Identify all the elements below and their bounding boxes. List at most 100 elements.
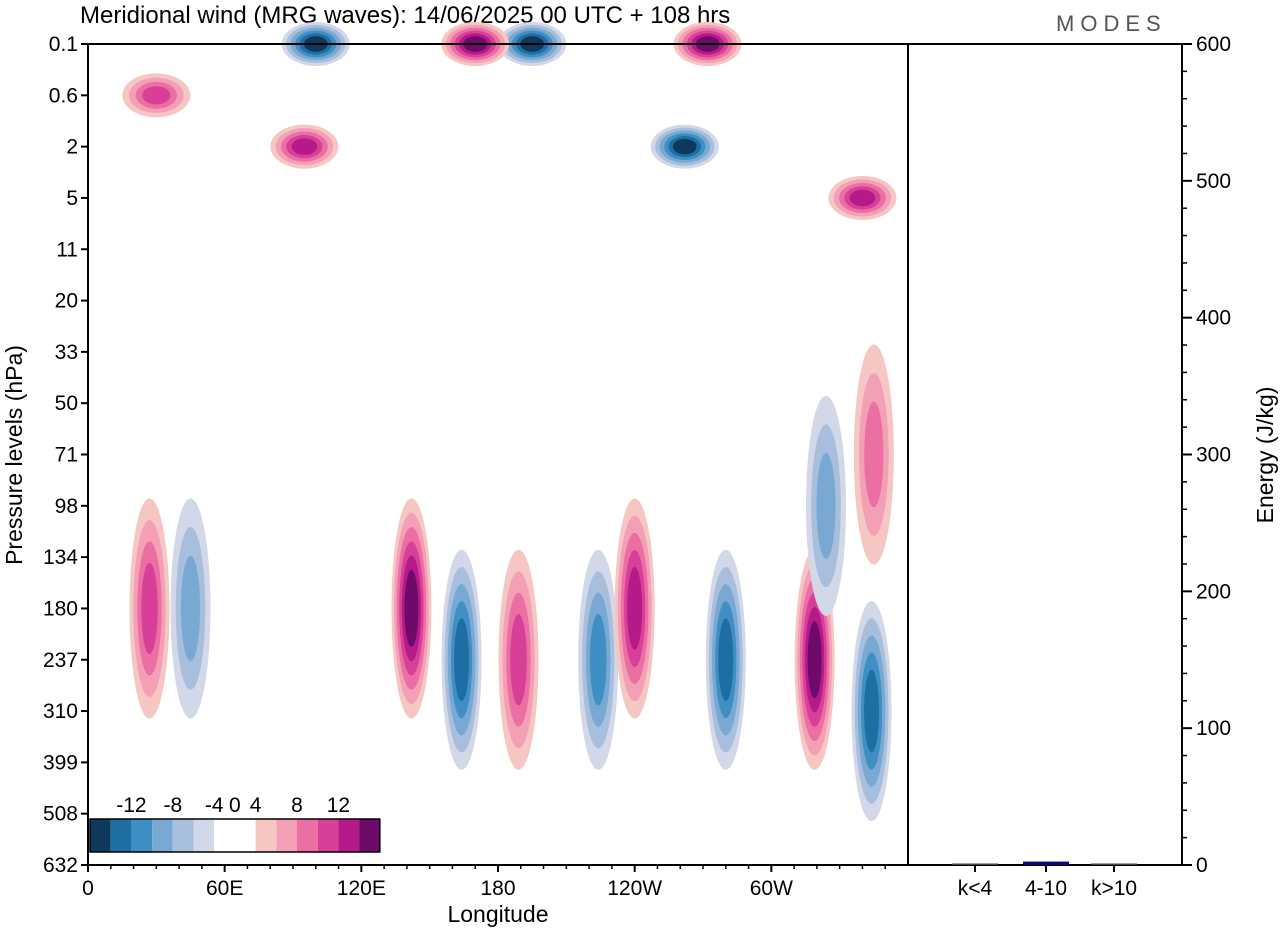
energy-tick-label: 600: [1196, 33, 1231, 56]
colorbar-swatch: [152, 819, 173, 852]
colorbar-swatch: [214, 819, 235, 852]
colorbar-label: 12: [327, 794, 350, 817]
category-label: k<4: [958, 877, 993, 900]
energy-tick-label: 100: [1196, 717, 1231, 740]
wind-feature: [650, 124, 719, 169]
colorbar: -12 -8 -4 0 4 8 12: [89, 794, 381, 853]
colorbar-swatch: [338, 819, 360, 852]
colorbar-swatch: [297, 819, 318, 852]
energy-tick-label: 500: [1196, 170, 1231, 193]
colorbar-swatch: [110, 819, 132, 852]
colorbar-swatch: [172, 819, 194, 852]
category-label: 4-10: [1025, 877, 1067, 900]
pressure-tick-label: 50: [55, 392, 78, 415]
heatmap-panel: 0.1 0.6 2 5 11 20 33 50 71 98 134 180 237 310 399 508 63…: [1, 22, 908, 927]
pressure-tick-label: 632: [43, 854, 78, 877]
pressure-tick-labels: 0.1 0.6 2 5 11 20 33 50 71 98 134 180 237 310 399 508 63…: [43, 33, 88, 877]
chart-title: Meridional wind (MRG waves): 14/06/2025 …: [80, 2, 730, 29]
colorbar-swatch: [255, 819, 277, 852]
wind-field: [122, 22, 897, 822]
colorbar-swatch: [234, 819, 256, 852]
energy-bar: [1023, 861, 1069, 865]
wind-feature: [170, 498, 211, 719]
pressure-tick-label: 33: [55, 341, 78, 364]
category-label: k>10: [1091, 877, 1137, 900]
wind-feature: [828, 175, 897, 220]
wind-contour: [849, 189, 876, 207]
wind-contour: [142, 86, 171, 105]
colorbar-label: -8: [163, 794, 182, 817]
colorbar-label: -4: [205, 794, 224, 817]
colorbar-swatch: [359, 819, 380, 852]
longitude-tick-label: 0: [82, 877, 94, 900]
energy-bar: [952, 863, 998, 865]
pressure-tick-label: 71: [55, 444, 78, 467]
wind-contour: [864, 401, 884, 508]
longitude-tick-label: 120E: [337, 877, 386, 900]
energy-frame: [907, 43, 1183, 866]
wind-contour: [589, 614, 607, 706]
pressure-tick-label: 0.1: [49, 33, 78, 56]
energy-axis-label: Energy (J/kg): [1252, 387, 1278, 524]
wind-feature: [614, 498, 655, 719]
x-axis-label: Longitude: [447, 901, 548, 927]
wind-contour: [141, 562, 158, 655]
colorbar-label: 0: [229, 794, 241, 817]
pressure-tick-label: 237: [43, 649, 78, 672]
wavenumber-labels: k<4 4-10 k>10: [958, 865, 1137, 900]
wind-feature: [498, 549, 539, 770]
energy-tick-label: 300: [1196, 444, 1231, 467]
pressure-tick-label: 20: [55, 290, 78, 313]
pressure-tick-label: 98: [55, 495, 78, 518]
wind-contour: [816, 453, 836, 559]
pressure-tick-label: 508: [43, 803, 78, 826]
wind-feature: [851, 601, 892, 822]
energy-panel: 0 100 200 300 400 500 600 k<4 4-10 k>10 Energy (…: [907, 33, 1278, 900]
longitude-tick-label: 60W: [750, 877, 793, 900]
wind-feature: [853, 344, 894, 565]
energy-tick-label: 200: [1196, 580, 1231, 603]
pressure-tick-label: 2: [66, 136, 78, 159]
wind-contour: [864, 669, 880, 753]
pressure-tick-label: 310: [43, 700, 78, 723]
heatmap-frame: [87, 43, 909, 866]
heatmap-background: [88, 44, 908, 865]
longitude-tick-label: 180: [480, 877, 515, 900]
wind-contour: [180, 555, 201, 662]
wind-contour: [672, 138, 697, 155]
wind-feature: [441, 549, 482, 770]
wind-feature: [806, 395, 846, 616]
wind-contour: [627, 567, 643, 650]
energy-bar: [1091, 863, 1137, 865]
energy-tick-label: 400: [1196, 307, 1231, 330]
colorbar-swatch: [276, 819, 297, 852]
wind-feature: [578, 549, 619, 770]
colorbar-label: 4: [250, 794, 262, 817]
wind-feature: [391, 498, 432, 719]
wind-feature: [270, 124, 339, 169]
colorbar-label: 8: [291, 794, 303, 817]
pressure-tick-label: 134: [43, 546, 78, 569]
colorbar-swatch: [317, 819, 339, 852]
colorbar-swatch: [131, 819, 153, 852]
energy-tick-label: 0: [1196, 854, 1208, 877]
colorbar-frame: [89, 818, 381, 853]
pressure-tick-label: 11: [56, 238, 78, 261]
colorbar-swatch: [193, 819, 215, 852]
wind-feature: [705, 549, 746, 770]
wind-contour: [510, 614, 527, 706]
colorbar-label: -12: [116, 794, 146, 817]
pressure-tick-label: 180: [43, 597, 78, 620]
wind-contour: [718, 618, 734, 702]
modes-logo: MODES: [1056, 11, 1167, 36]
longitude-tick-labels: 0 60E 120E 180 120W 60W: [82, 865, 886, 900]
longitude-tick-label: 120W: [607, 877, 662, 900]
wind-contour: [454, 618, 470, 702]
pressure-tick-label: 0.6: [49, 84, 78, 107]
wind-contour: [807, 621, 822, 699]
energy-bars: [952, 861, 1137, 865]
colorbar-swatch: [90, 819, 111, 852]
wind-feature: [122, 73, 191, 118]
y-axis-label: Pressure levels (hPa): [1, 345, 27, 565]
